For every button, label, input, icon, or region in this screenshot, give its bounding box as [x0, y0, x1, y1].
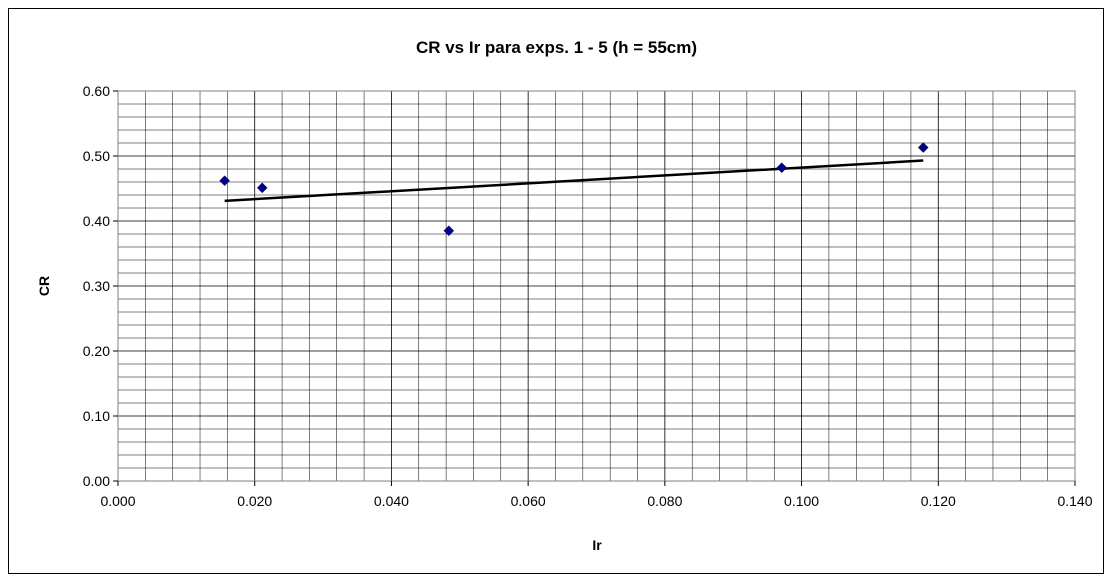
data-point-diamond [219, 175, 230, 187]
x-tick-label: 0.140 [1057, 493, 1092, 509]
y-tick-label: 0.40 [83, 213, 110, 229]
y-tick-label: 0.60 [83, 83, 110, 99]
y-axis-ticks: 0.00 0.10 0.20 0.30 0.40 0.50 0.60 [83, 83, 118, 489]
y-tick-label: 0.00 [83, 473, 110, 489]
x-tick-label: 0.060 [511, 493, 546, 509]
data-point-diamond [443, 225, 455, 237]
data-point-diamond [776, 162, 788, 174]
y-tick-label: 0.10 [83, 408, 110, 424]
x-axis-label: Ir [592, 537, 602, 553]
linear-trendline [224, 159, 924, 203]
x-tick-label: 0.020 [237, 493, 272, 509]
x-axis-ticks: 0.000 0.020 0.040 0.060 0.080 0.100 0.120 0.140 [100, 481, 1093, 509]
x-tick-label: 0.120 [921, 493, 956, 509]
chart-title: CR vs Ir para exps. 1 - 5 (h = 55cm) [415, 38, 698, 57]
major-gridlines [118, 91, 1075, 481]
y-axis-label: CR [36, 276, 52, 296]
data-point-diamond [256, 182, 268, 194]
y-tick-label: 0.20 [83, 343, 110, 359]
data-point-diamond [917, 142, 929, 153]
x-tick-label: 0.040 [374, 493, 409, 509]
y-tick-label: 0.30 [83, 278, 110, 294]
trendline-group [224, 159, 924, 203]
data-points [219, 142, 929, 237]
x-tick-label: 0.080 [647, 493, 682, 509]
x-tick-label: 0.000 [100, 493, 135, 509]
y-tick-label: 0.50 [83, 148, 110, 164]
x-tick-label: 0.100 [784, 493, 819, 509]
